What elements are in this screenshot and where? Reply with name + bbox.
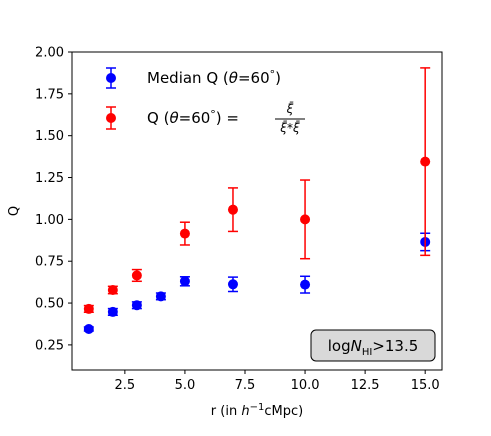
y-tick-label: 1.25 <box>35 171 64 186</box>
data-point <box>227 204 238 215</box>
x-tick-label: 15.0 <box>411 378 440 393</box>
fraction-denominator: ξ̄*ξ̄ <box>279 121 300 135</box>
threshold-annotation: logNHI>13.5 <box>310 329 436 362</box>
y-tick-label: 0.25 <box>35 338 64 353</box>
chart-ticks: 2.5 5.0 7.5 10.0 12.5 15.0 0.25 0.50 0.75 1.00 1.2… <box>35 46 440 394</box>
data-point <box>131 270 142 281</box>
y-tick-label: 0.75 <box>35 255 64 270</box>
x-axis-label: r (in h−1cMpc) <box>211 402 303 419</box>
data-point <box>300 279 311 290</box>
y-tick-label: 0.50 <box>35 297 64 312</box>
data-point <box>227 279 238 290</box>
chart-marks <box>83 67 431 334</box>
annotation-text: logNHI>13.5 <box>328 337 419 358</box>
legend-marker-median-q <box>106 67 116 89</box>
y-tick-label: 1.00 <box>35 213 64 228</box>
x-tick-label: 2.5 <box>115 378 136 393</box>
fraction-numerator: ξ̄ <box>286 102 294 116</box>
legend-label-q-ratio: Q (θ=60°) = <box>147 108 239 127</box>
series-2 <box>83 67 431 314</box>
data-point <box>179 276 190 287</box>
series-1 <box>83 232 431 334</box>
legend-label-median-q: Median Q (θ=60°) <box>147 68 281 87</box>
y-tick-label: 1.75 <box>35 87 64 102</box>
data-point <box>155 291 166 302</box>
x-tick-label: 7.5 <box>235 378 256 393</box>
y-tick-label: 2.00 <box>35 46 64 61</box>
y-axis-label: Q <box>7 206 22 216</box>
x-tick-label: 12.5 <box>351 378 380 393</box>
annotation-box <box>310 329 436 362</box>
data-point <box>131 300 142 311</box>
data-point <box>83 303 94 314</box>
legend: Median Q (θ=60°) Q (θ=60°) = ξ̄ ξ̄*ξ̄ <box>106 67 305 135</box>
data-point <box>83 323 94 334</box>
data-point <box>420 156 431 167</box>
data-point <box>179 228 190 239</box>
y-tick-label: 1.50 <box>35 129 64 144</box>
data-point <box>300 214 311 225</box>
legend-fraction: ξ̄ ξ̄*ξ̄ <box>275 102 305 135</box>
legend-marker-q-ratio <box>106 106 116 130</box>
x-tick-label: 10.0 <box>291 378 320 393</box>
plot-frame <box>71 51 443 371</box>
data-point <box>107 306 118 317</box>
x-tick-label: 5.0 <box>175 378 196 393</box>
data-point <box>107 284 118 295</box>
